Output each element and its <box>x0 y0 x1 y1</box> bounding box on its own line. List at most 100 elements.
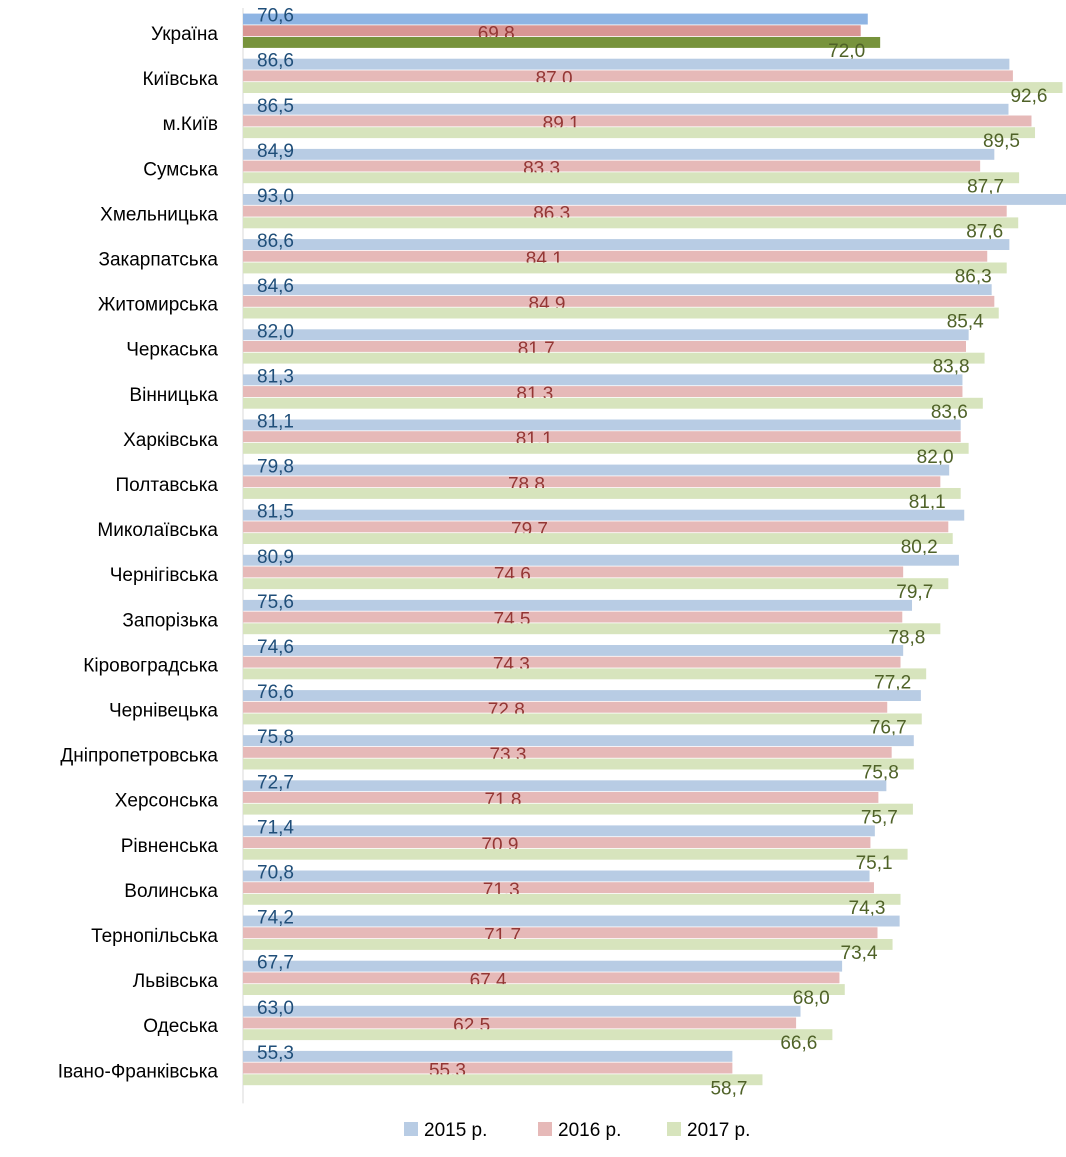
category-label: м.Київ <box>163 114 218 135</box>
bar-2016 <box>243 1062 733 1074</box>
bar-2017 <box>243 848 908 860</box>
bar-2017 <box>243 893 901 905</box>
bar-2017 <box>243 488 961 499</box>
category-label: Одеська <box>143 1016 218 1037</box>
category-label: Херсонська <box>115 791 219 812</box>
bar-2015 <box>243 735 914 747</box>
bar-2017 <box>243 307 999 319</box>
data-label: 75,8 <box>257 727 294 748</box>
data-label: 80,2 <box>901 537 938 558</box>
category-label: Львівська <box>133 971 219 992</box>
data-label: 76,6 <box>257 682 294 703</box>
category-label: Сумська <box>143 159 218 180</box>
legend-label: 2015 р. <box>424 1120 487 1141</box>
bar-2016 <box>243 972 840 984</box>
category-label: Житомирська <box>98 295 219 316</box>
bar-2017 <box>243 217 1019 229</box>
data-label: 82,0 <box>917 447 954 468</box>
data-label: 81,3 <box>257 366 294 387</box>
data-label: 58,7 <box>710 1078 747 1099</box>
data-label: 93,0 <box>257 186 294 207</box>
data-label: 68,0 <box>793 988 830 1009</box>
category-label: Закарпатська <box>98 250 218 271</box>
bar-2016 <box>243 386 963 397</box>
data-label: 86,3 <box>955 267 992 288</box>
bar-2015 <box>243 148 995 160</box>
bar-2016 <box>243 25 861 37</box>
bar-2017 <box>243 578 949 590</box>
data-label: 81,1 <box>257 412 294 433</box>
data-label: 81,1 <box>909 492 946 513</box>
bar-2015 <box>243 599 913 611</box>
data-label: 82,0 <box>257 321 294 342</box>
data-label: 83,6 <box>931 402 968 423</box>
data-label: 72,0 <box>828 41 865 62</box>
bar-2016 <box>243 521 949 533</box>
data-label: 87,6 <box>966 221 1003 242</box>
data-label: 80,9 <box>257 547 294 568</box>
bar-2016 <box>243 701 888 713</box>
bar-2017 <box>243 442 969 454</box>
category-label: Волинська <box>124 881 218 902</box>
category-label: Миколаївська <box>97 520 218 541</box>
data-label: 86,5 <box>257 96 294 117</box>
data-label: 84,9 <box>257 141 294 162</box>
category-label: Черкаська <box>126 340 218 361</box>
data-label: 74,2 <box>257 908 294 929</box>
category-label: Вінницька <box>129 385 218 406</box>
category-label: Запорізька <box>122 610 218 631</box>
bar-2016 <box>243 295 995 307</box>
bar-2015 <box>243 1005 801 1017</box>
data-label: 73,4 <box>841 943 878 964</box>
bar-2015 <box>243 194 1066 205</box>
bar-2017 <box>243 713 922 725</box>
bar-2017 <box>243 984 845 995</box>
bar-2016 <box>243 566 904 578</box>
bar-2017 <box>243 1074 763 1086</box>
legend-label: 2016 р. <box>558 1120 621 1141</box>
bar-2017 <box>243 172 1020 184</box>
bar-2017 <box>243 803 913 815</box>
data-label: 67,7 <box>257 953 294 974</box>
bar-2015 <box>243 825 875 837</box>
data-label: 72,7 <box>257 772 294 793</box>
bar-2017 <box>243 533 953 544</box>
data-label: 86,6 <box>257 51 294 72</box>
bar-2017 <box>243 127 1036 139</box>
bar-2016 <box>243 927 878 939</box>
bar-2016 <box>243 431 961 443</box>
bar-2015 <box>243 780 887 792</box>
data-label: 55,3 <box>257 1043 294 1064</box>
bar-2017 <box>243 397 983 409</box>
bar-2016 <box>243 746 892 758</box>
category-label: Чернігівська <box>110 565 219 586</box>
data-label: 83,8 <box>933 357 970 378</box>
category-label: Хмельницька <box>100 204 218 225</box>
data-label: 77,2 <box>874 672 911 693</box>
bar-2015 <box>243 239 1010 250</box>
legend-swatch <box>667 1122 681 1136</box>
data-label: 71,4 <box>257 817 294 838</box>
data-label: 75,8 <box>862 763 899 784</box>
category-label: Рівненська <box>121 836 219 857</box>
bar-2017 <box>243 758 914 770</box>
bar-2015 <box>243 690 921 701</box>
bar-2017 <box>243 939 893 950</box>
bar-2015 <box>243 13 868 25</box>
data-label: 84,6 <box>257 276 294 297</box>
bar-2015 <box>243 419 961 431</box>
bar-2016 <box>243 882 874 894</box>
bar-2015 <box>243 374 963 386</box>
data-label: 85,4 <box>947 312 984 333</box>
bar-2015 <box>243 284 992 296</box>
bar-2017 <box>243 37 881 48</box>
data-label: 66,6 <box>780 1033 817 1054</box>
bar-2016 <box>243 1017 797 1029</box>
bar-2015 <box>243 103 1009 115</box>
data-label: 74,6 <box>257 637 294 658</box>
data-label: 70,8 <box>257 863 294 884</box>
data-label: 76,7 <box>870 718 907 739</box>
bar-2017 <box>243 1029 833 1041</box>
category-label: Кіровоградська <box>83 655 218 676</box>
legend-swatch <box>538 1122 552 1136</box>
